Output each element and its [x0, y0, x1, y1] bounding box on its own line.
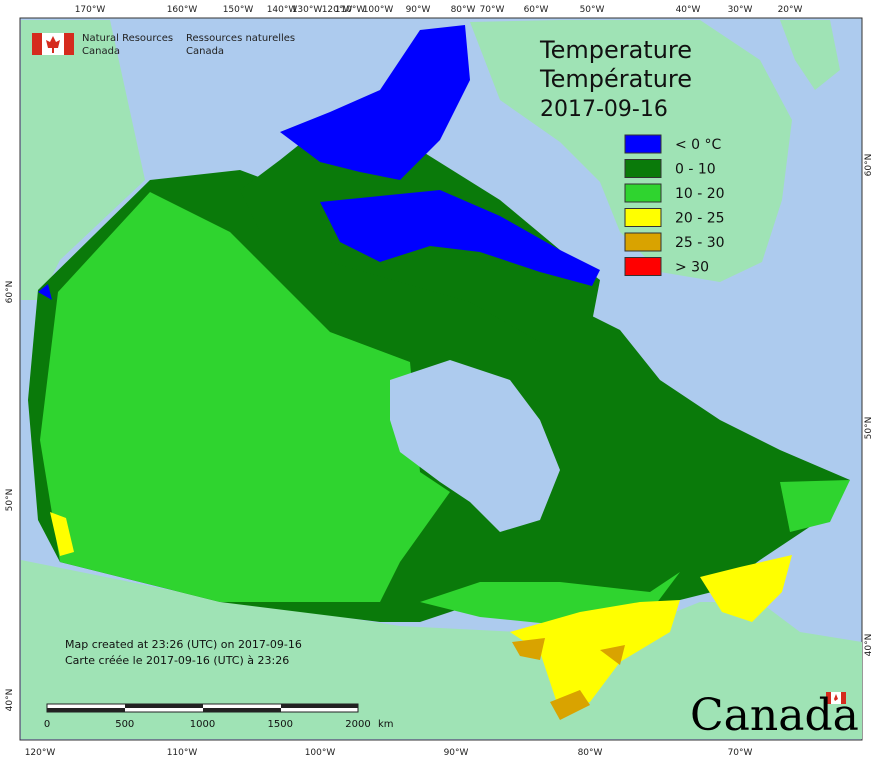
graticule-label: 80°W	[578, 748, 603, 758]
note: Carte créée le 2017-09-16 (UTC) à 23:26	[65, 654, 289, 667]
graticule-label: 40°N	[5, 689, 15, 712]
title: Température	[539, 65, 692, 93]
graticule-label: 120°W	[25, 748, 56, 758]
legend-swatch	[624, 159, 662, 178]
wordmark: Canada	[690, 690, 859, 741]
graticule-label: 140°W	[267, 5, 298, 15]
graticule-label: 90°W	[444, 748, 469, 758]
logo	[32, 33, 74, 55]
graticule-label: 80°W	[451, 5, 476, 15]
org-en: Natural Resources	[82, 33, 173, 44]
legend-swatch	[624, 208, 662, 227]
graticule-label: 120°W	[322, 5, 353, 15]
legend-label: 0 - 10	[675, 162, 716, 178]
graticule-label: 70°W	[728, 748, 753, 758]
legend-label: < 0 °C	[675, 137, 722, 153]
graticule-label: 30°W	[728, 5, 753, 15]
legend-label: 20 - 25	[675, 211, 725, 227]
scale-label: 1000	[190, 719, 215, 730]
graticule-label: 50°N	[864, 417, 874, 440]
scale-unit: km	[378, 719, 394, 730]
graticule-label: 40°N	[864, 634, 874, 657]
graticule-label: 160°W	[167, 5, 198, 15]
org-en: Canada	[82, 46, 120, 57]
wordmark-flag	[826, 692, 846, 704]
legend-label: 25 - 30	[675, 235, 725, 251]
legend: < 0 °C 0 - 10 10 - 20 20 - 25 25 - 30 > 30	[624, 134, 725, 276]
graticule-label: 40°W	[676, 5, 701, 15]
scale-label: 500	[115, 719, 134, 730]
graticule-label: 60°W	[524, 5, 549, 15]
legend-swatch	[624, 134, 662, 154]
legend-swatch	[624, 232, 662, 252]
graticule-label: 50°W	[580, 5, 605, 15]
graticule-label: 110°W	[335, 5, 366, 15]
graticule-label: 170°W	[75, 5, 106, 15]
scale-label: 1500	[268, 719, 293, 730]
legend-swatch	[624, 257, 662, 276]
org-fr: Canada	[186, 46, 224, 57]
basemap	[21, 20, 862, 739]
graticule-label: 20°W	[778, 5, 803, 15]
note: Map created at 23:26 (UTC) on 2017-09-16	[65, 638, 302, 651]
graticule-label: 150°W	[223, 5, 254, 15]
scale-label: 2000	[345, 719, 370, 730]
org-fr: Ressources naturelles	[186, 33, 295, 44]
legend-label: > 30	[675, 260, 709, 276]
graticule-label: 110°W	[167, 748, 198, 758]
scale-label: 0	[44, 719, 50, 730]
graticule-label: 60°N	[864, 154, 874, 177]
date: 2017-09-16	[540, 97, 668, 122]
scale-labels: 0 500 1000 1500 2000 km	[44, 719, 394, 730]
title: Temperature	[539, 36, 692, 64]
graticule-label: 90°W	[406, 5, 431, 15]
graticule-label: 130°W	[292, 5, 323, 15]
graticule-label: 100°W	[305, 748, 336, 758]
graticule-label: 60°N	[5, 281, 15, 304]
legend-label: 10 - 20	[675, 186, 725, 202]
graticule-label: 50°N	[5, 489, 15, 512]
graticule-label: 70°W	[480, 5, 505, 15]
legend-swatch	[624, 183, 662, 203]
scale-bar	[46, 703, 359, 713]
graticule-label: 100°W	[363, 5, 394, 15]
